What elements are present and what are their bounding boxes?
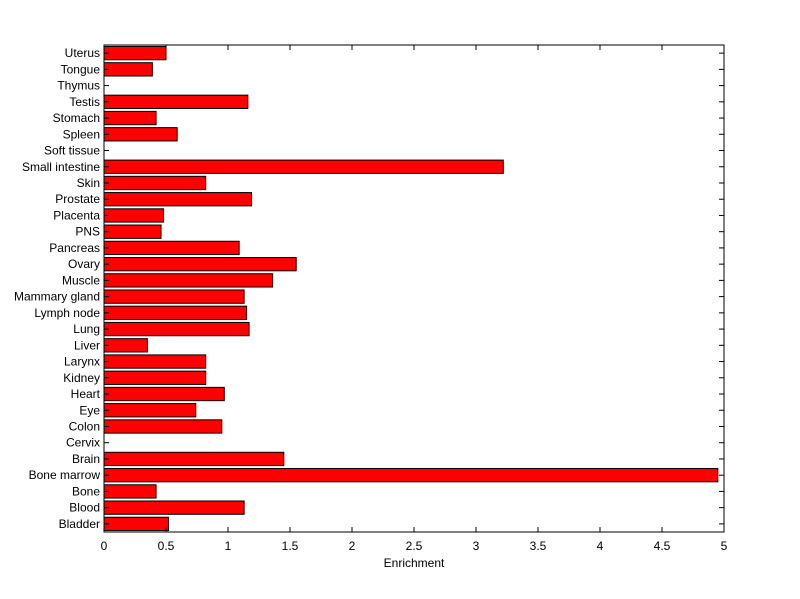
- y-tick-label: Bone: [72, 484, 100, 498]
- bar-mammary-gland: [103, 289, 245, 304]
- x-tick-label: 2.5: [406, 539, 423, 553]
- x-tick-label: 1.5: [282, 539, 299, 553]
- bar-colon: [103, 419, 223, 434]
- bar-bone-marrow: [103, 468, 719, 483]
- y-tick-label: Lung: [73, 322, 100, 336]
- y-tick-label: Mammary gland: [14, 290, 100, 304]
- y-tick-label: Stomach: [53, 111, 100, 125]
- bar-testis: [103, 94, 249, 109]
- x-tick-label: 0: [101, 539, 108, 553]
- y-tick-label: Bladder: [59, 517, 100, 531]
- x-tick-label: 1: [225, 539, 232, 553]
- x-tick-label: 5: [721, 539, 728, 553]
- y-tick-label: Testis: [69, 95, 100, 109]
- ticks-layer: [103, 45, 725, 532]
- bar-stomach: [103, 110, 157, 126]
- y-tick-label: Bone marrow: [29, 468, 101, 482]
- y-tick-label: Skin: [77, 176, 100, 190]
- bar-small-intestine: [103, 159, 504, 174]
- y-tick-label: Ovary: [68, 257, 100, 271]
- bars-layer: [103, 45, 719, 532]
- x-axis-label: Enrichment: [384, 556, 445, 570]
- y-tick-label: Tongue: [61, 62, 101, 76]
- bar-spleen: [103, 127, 178, 142]
- bar-muscle: [103, 273, 274, 288]
- y-tick-label: Heart: [71, 387, 101, 401]
- y-tick-label: Prostate: [55, 192, 100, 206]
- bar-pancreas: [103, 240, 240, 256]
- y-tick-label: Spleen: [63, 127, 100, 141]
- x-tick-label: 3.5: [530, 539, 547, 553]
- y-tick-label: Soft tissue: [44, 144, 100, 158]
- y-tick-label: Pancreas: [49, 241, 100, 255]
- x-tick-label: 4.5: [654, 539, 671, 553]
- bar-brain: [103, 451, 285, 467]
- bar-bladder: [103, 516, 169, 532]
- y-tick-label: PNS: [75, 225, 100, 239]
- y-tick-label: Thymus: [57, 79, 100, 93]
- bar-pns: [103, 224, 162, 239]
- bar-bone: [103, 484, 157, 499]
- y-tick-label: Larynx: [64, 355, 100, 369]
- x-tick-label: 0.5: [158, 539, 175, 553]
- y-tick-label: Colon: [69, 419, 100, 433]
- bar-lymph-node: [103, 305, 248, 321]
- x-tick-label: 3: [473, 539, 480, 553]
- x-tick-label: 4: [597, 539, 604, 553]
- bar-lung: [103, 321, 250, 337]
- bar-ovary: [103, 256, 297, 272]
- labels-layer: Bladder Blood Bone Bone marrow Brain Cervix Co…: [14, 46, 728, 553]
- bar-heart: [103, 386, 225, 402]
- y-tick-label: Muscle: [62, 273, 100, 287]
- y-tick-label: Brain: [72, 452, 100, 466]
- y-tick-label: Small intestine: [22, 160, 100, 174]
- y-tick-label: Cervix: [66, 436, 100, 450]
- y-tick-label: Blood: [69, 501, 100, 515]
- y-tick-label: Lymph node: [34, 306, 100, 320]
- x-tick-label: 2: [349, 539, 356, 553]
- bar-tongue: [103, 62, 153, 77]
- bar-blood: [103, 500, 245, 515]
- bar-skin: [103, 175, 207, 191]
- bar-kidney: [103, 370, 207, 385]
- y-tick-label: Kidney: [63, 371, 100, 385]
- bar-placenta: [103, 208, 165, 223]
- bar-prostate: [103, 192, 253, 207]
- bar-eye: [103, 403, 197, 418]
- y-tick-label: Uterus: [65, 46, 100, 60]
- y-tick-label: Liver: [74, 338, 100, 352]
- bar-uterus: [103, 45, 167, 61]
- bar-larynx: [103, 354, 207, 369]
- bar-liver: [103, 338, 148, 353]
- y-tick-label: Eye: [79, 403, 100, 417]
- y-tick-label: Placenta: [53, 208, 100, 222]
